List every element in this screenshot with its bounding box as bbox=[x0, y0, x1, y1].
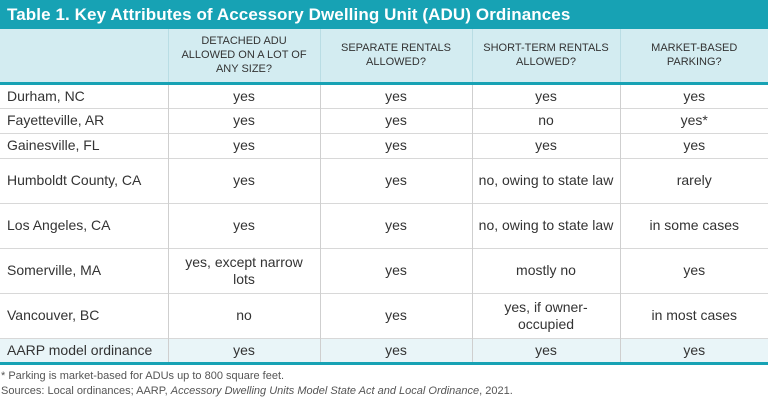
table-cell: yes bbox=[619, 337, 768, 363]
row-label: Humboldt County, CA bbox=[0, 157, 168, 203]
row-label: Durham, NC bbox=[0, 82, 168, 108]
table-cell: yes bbox=[167, 82, 320, 108]
table-row: Fayetteville, AR yes yes no yes* bbox=[0, 107, 768, 133]
row-label: Los Angeles, CA bbox=[0, 202, 168, 248]
table-cell: no bbox=[167, 292, 320, 338]
table-cell: yes bbox=[319, 82, 472, 108]
sources-title: Accessory Dwelling Units Model State Act… bbox=[170, 384, 480, 397]
table-cell: yes bbox=[319, 247, 472, 293]
table-title: Table 1. Key Attributes of Accessory Dwe… bbox=[0, 0, 768, 29]
adu-table: DETACHED ADU ALLOWED ON A LOT OF ANY SIZ… bbox=[0, 29, 768, 365]
table-cell: yes bbox=[167, 157, 320, 203]
table-cell: yes, if owner-occupied bbox=[471, 292, 620, 338]
row-label: Somerville, MA bbox=[0, 247, 168, 293]
table-cell: yes, except narrow lots bbox=[167, 247, 320, 293]
sources-suffix: , 2021. bbox=[479, 384, 513, 397]
table-cell: yes bbox=[319, 132, 472, 158]
footnote-text: * Parking is market-based for ADUs up to… bbox=[1, 369, 285, 382]
table-cell: yes bbox=[619, 247, 768, 293]
sources: Sources: Local ordinances; AARP, Accesso… bbox=[0, 384, 768, 399]
column-header: MARKET-BASED PARKING? bbox=[619, 29, 768, 83]
row-label: Vancouver, BC bbox=[0, 292, 168, 338]
table-cell: in most cases bbox=[619, 292, 768, 338]
table-row: Humboldt County, CA yes yes no, owing to st… bbox=[0, 157, 768, 203]
sources-prefix: Sources: Local ordinances; AARP, bbox=[1, 384, 171, 397]
table-cell: yes* bbox=[619, 107, 768, 133]
row-label: AARP model ordinance bbox=[0, 337, 168, 363]
header-row: DETACHED ADU ALLOWED ON A LOT OF ANY SIZ… bbox=[0, 29, 768, 83]
table-row: Vancouver, BC no yes yes, if owner-occupied… bbox=[0, 292, 768, 338]
table-cell: yes bbox=[319, 337, 472, 363]
table-cell: yes bbox=[319, 107, 472, 133]
column-header: DETACHED ADU ALLOWED ON A LOT OF ANY SIZ… bbox=[167, 29, 320, 83]
table-cell: yes bbox=[471, 337, 620, 363]
table-cell: yes bbox=[167, 107, 320, 133]
column-header: SHORT-TERM RENTALS ALLOWED? bbox=[471, 29, 620, 83]
table-row: Los Angeles, CA yes yes no, owing to state … bbox=[0, 202, 768, 248]
row-label: Gainesville, FL bbox=[0, 132, 168, 158]
table-cell: yes bbox=[319, 202, 472, 248]
table-cell: yes bbox=[167, 202, 320, 248]
table-cell: yes bbox=[619, 132, 768, 158]
table-cell: yes bbox=[471, 82, 620, 108]
table-row: Durham, NC yes yes yes yes bbox=[0, 82, 768, 108]
table-row: Somerville, MA yes, except narrow lots yes… bbox=[0, 247, 768, 293]
table-cell: mostly no bbox=[471, 247, 620, 293]
table-cell: no, owing to state law bbox=[471, 202, 620, 248]
table-cell: rarely bbox=[619, 157, 768, 203]
table-cell: no, owing to state law bbox=[471, 157, 620, 203]
table-cell: yes bbox=[619, 82, 768, 108]
column-header: SEPARATE RENTALS ALLOWED? bbox=[319, 29, 472, 83]
table-cell: yes bbox=[167, 132, 320, 158]
table-cell: yes bbox=[319, 157, 472, 203]
footnote: * Parking is market-based for ADUs up to… bbox=[0, 369, 768, 384]
table-row: Gainesville, FL yes yes yes yes bbox=[0, 132, 768, 158]
row-label: Fayetteville, AR bbox=[0, 107, 168, 133]
table-cell: no bbox=[471, 107, 620, 133]
table-cell: yes bbox=[319, 292, 472, 338]
column-header bbox=[0, 29, 168, 83]
table-cell: in some cases bbox=[619, 202, 768, 248]
table-cell: yes bbox=[471, 132, 620, 158]
table-cell: yes bbox=[167, 337, 320, 363]
table-row: AARP model ordinance yes yes yes yes bbox=[0, 337, 768, 363]
